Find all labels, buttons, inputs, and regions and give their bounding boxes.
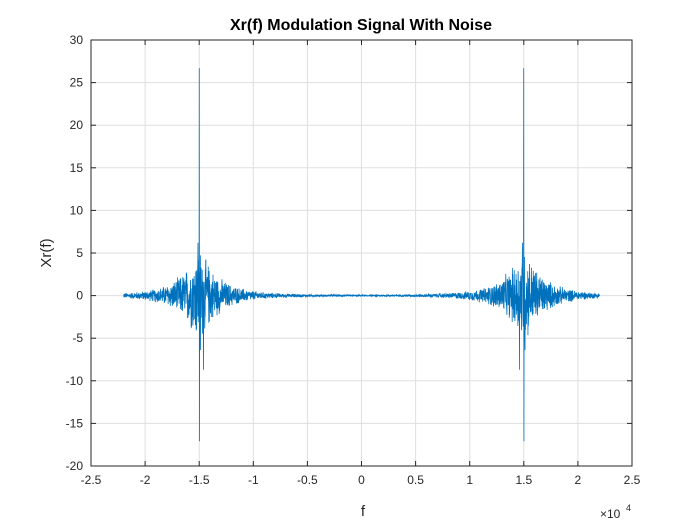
x-tick-label: 1 — [466, 473, 473, 487]
chart-title: Xr(f) Modulation Signal With Noise — [230, 17, 492, 34]
y-tick-label: 30 — [70, 33, 84, 47]
y-tick-label: -10 — [66, 374, 84, 388]
x-tick-label: -0.5 — [297, 473, 318, 487]
y-tick-label: 0 — [76, 289, 83, 303]
x-exponent-base: ×10 — [600, 507, 621, 521]
x-tick-label: 0 — [358, 473, 365, 487]
x-tick-label: -1 — [248, 473, 259, 487]
signal-line — [123, 68, 600, 442]
y-tick-label: 15 — [70, 161, 84, 175]
y-tick-label: 20 — [70, 118, 84, 132]
y-tick-label: -15 — [66, 416, 84, 430]
x-tick-label: -2.5 — [81, 473, 102, 487]
x-tick-label: 0.5 — [407, 473, 424, 487]
y-tick-label: -5 — [72, 331, 83, 345]
x-tick-label: -1.5 — [189, 473, 210, 487]
y-tick-label: 5 — [76, 246, 83, 260]
x-tick-label: 1.5 — [515, 473, 532, 487]
x-axis-label: f — [361, 503, 366, 520]
x-exponent-power: 4 — [626, 503, 631, 513]
y-axis-label: Xr(f) — [38, 238, 55, 267]
x-tick-label: -2 — [140, 473, 151, 487]
y-tick-labels: -20 -15 -10 -5 0 5 10 15 20 25 30 — [66, 33, 84, 473]
y-tick-label: 25 — [70, 76, 84, 90]
y-tick-label: 10 — [70, 203, 84, 217]
x-tick-labels: -2.5 -2 -1.5 -1 -0.5 0 0.5 1 1.5 2 2.5 — [81, 473, 641, 487]
y-tick-label: -20 — [66, 459, 84, 473]
x-tick-label: 2 — [575, 473, 582, 487]
ticks — [90, 39, 633, 467]
signal-series — [123, 68, 600, 442]
x-tick-label: 2.5 — [624, 473, 641, 487]
